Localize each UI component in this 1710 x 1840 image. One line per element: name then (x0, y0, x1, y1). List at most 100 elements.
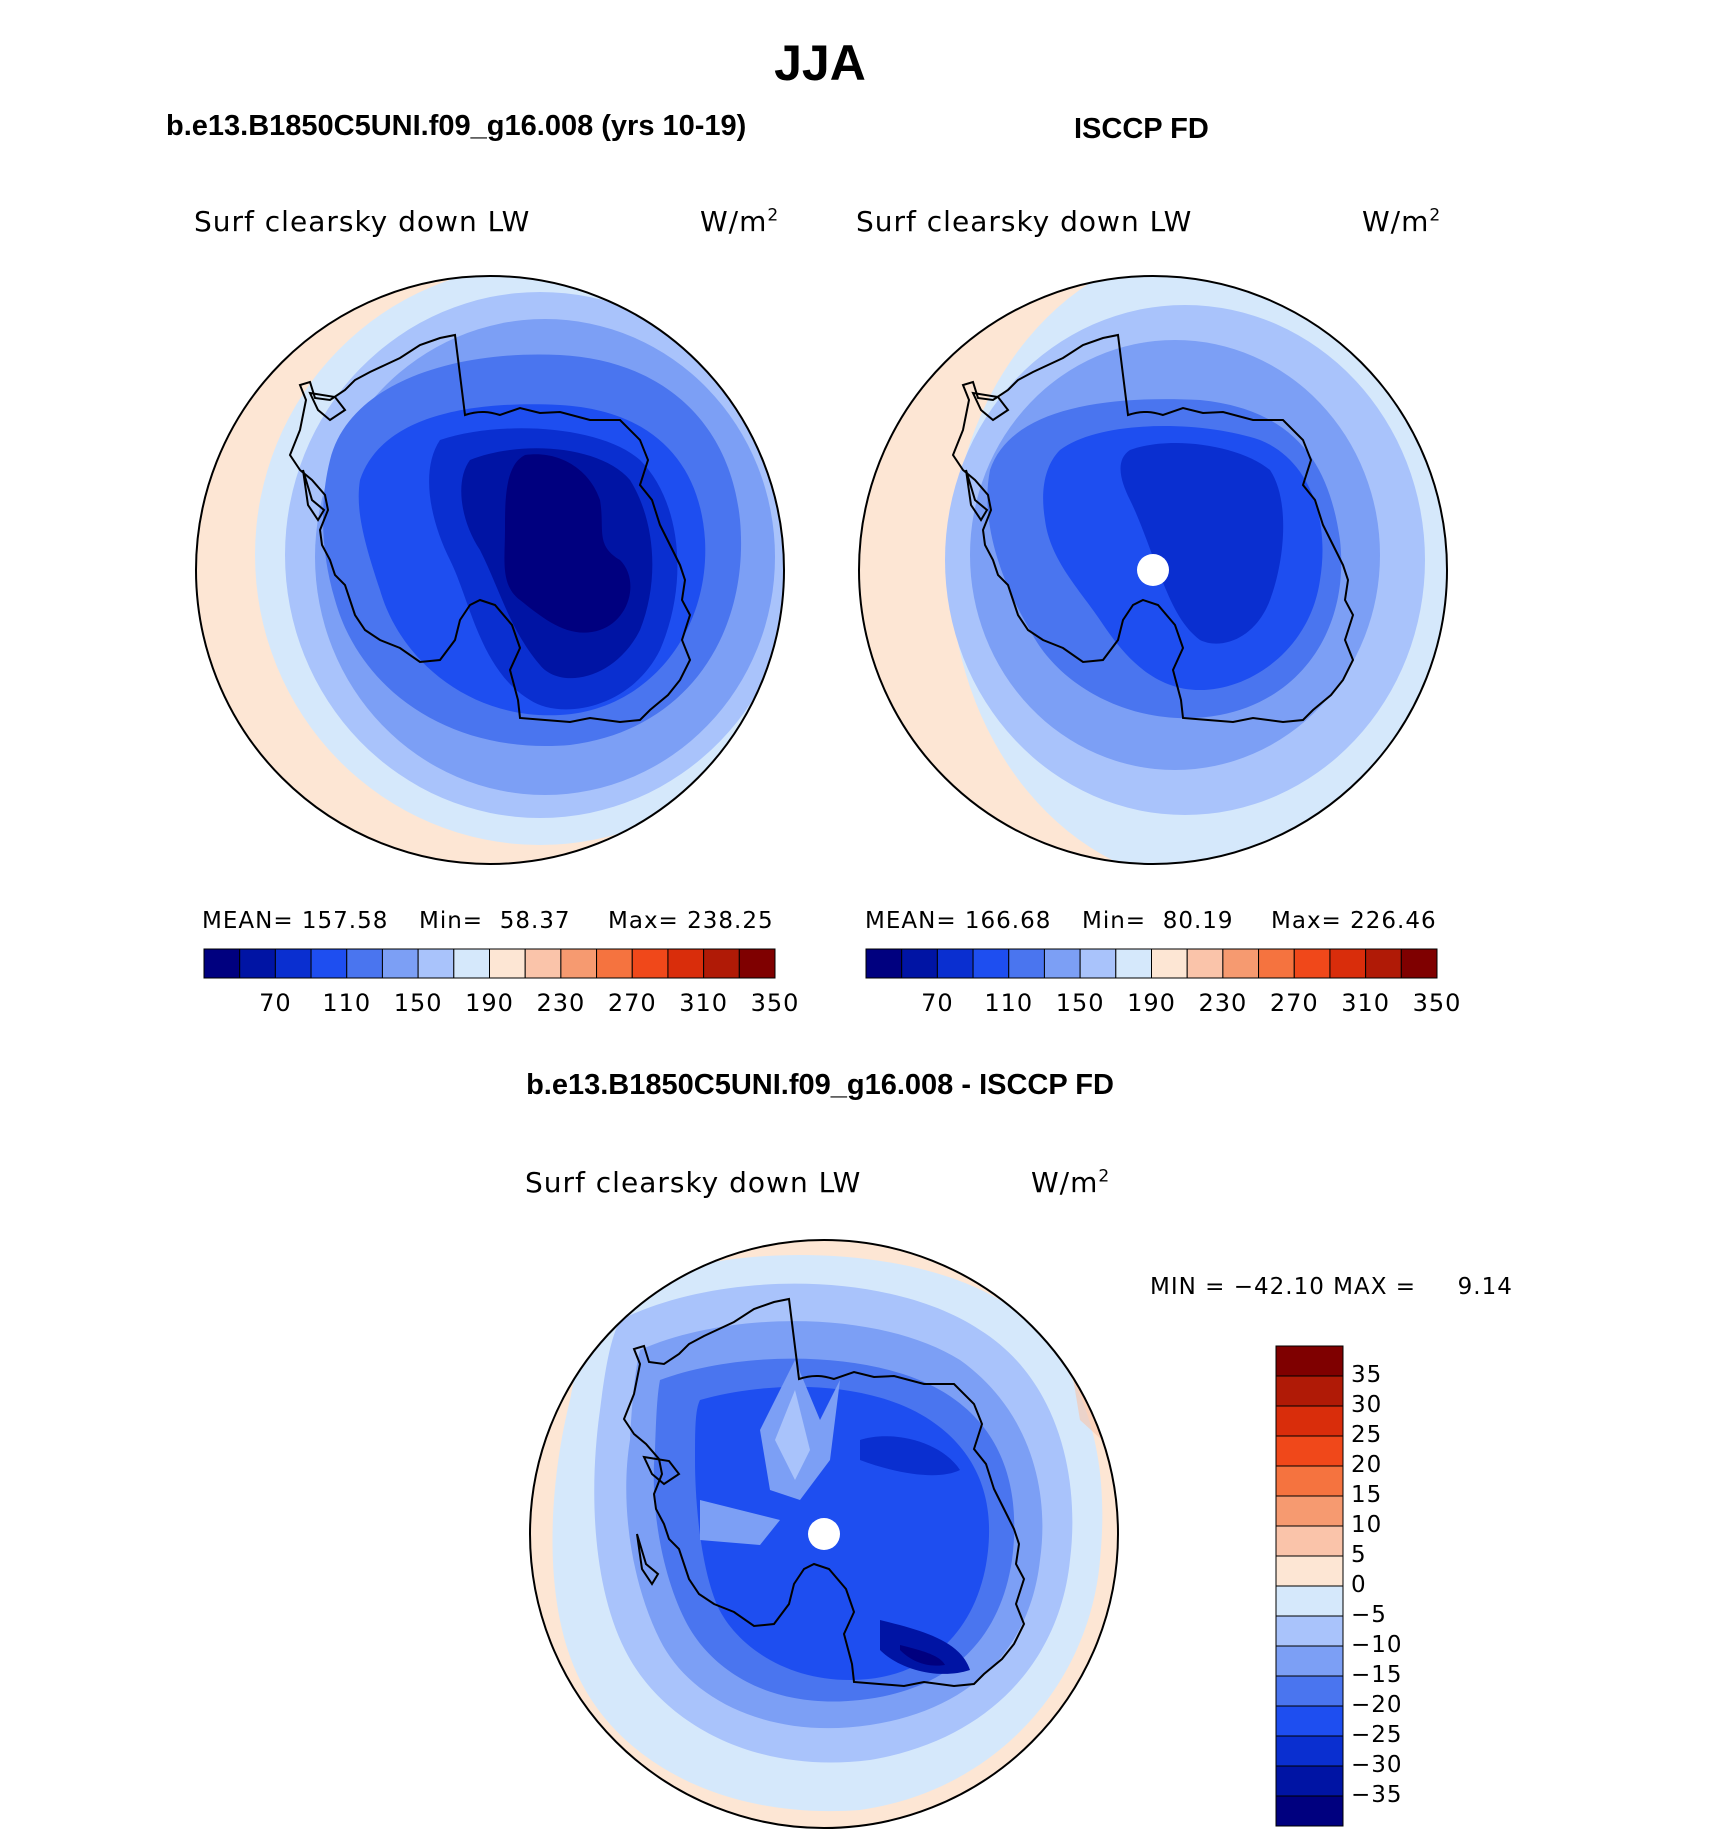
colorbar-diff-tick-label: 35 (1351, 1362, 1383, 1388)
colorbar-model-tick-label: 190 (465, 989, 514, 1017)
units-label-diff: W/m2 (1031, 1166, 1111, 1199)
colorbar-model-swatch (310, 948, 348, 979)
colorbar-obs-swatch (1151, 948, 1188, 979)
colorbar-model-swatch (346, 948, 383, 979)
coastline-diff (622, 1297, 1026, 1688)
colorbar-diff-swatch (1275, 1705, 1344, 1737)
colorbar-diff-tick-label: −25 (1351, 1722, 1403, 1748)
colorbar-diff-swatch (1275, 1675, 1344, 1707)
colorbar-obs-swatch (1079, 948, 1117, 979)
colorbar-obs-tick-label: 110 (984, 989, 1034, 1017)
colorbar-obs-swatch (1400, 948, 1438, 979)
colorbar-obs-tick-label: 230 (1198, 989, 1248, 1017)
colorbar-obs-swatch (1365, 948, 1402, 979)
colorbar-model-swatch (381, 948, 419, 979)
colorbar-model-swatch (489, 948, 526, 979)
colorbar-model-tick-label: 110 (322, 989, 372, 1017)
map-border-model (195, 275, 785, 865)
colorbar-obs-tick-label: 350 (1412, 989, 1462, 1017)
figure-title: JJA (774, 35, 866, 91)
colorbar-diff-tick-label: 0 (1351, 1572, 1367, 1598)
max-stat-model: Max= 238.25 (608, 908, 774, 934)
colorbar-diff-tick-label: −10 (1351, 1632, 1403, 1658)
colorbar-obs-swatch (1222, 948, 1260, 979)
colorbar-model-swatch (524, 948, 562, 979)
colorbar-diff-tick-label: −35 (1351, 1782, 1403, 1808)
variable-label-diff: Surf clearsky down LW (525, 1166, 862, 1199)
panel-title-diff: b.e13.B1850C5UNI.f09_g16.008 - ISCCP FD (526, 1069, 1114, 1101)
colorbar-model-tick-label: 70 (259, 989, 292, 1017)
mean-stat-obs: MEAN= 166.68 (865, 908, 1052, 934)
colorbar-diff-tick-label: −15 (1351, 1662, 1403, 1688)
colorbar-diff-tick-label: 15 (1351, 1482, 1383, 1508)
colorbar-diff-swatch (1275, 1345, 1344, 1377)
coastline-model (288, 333, 692, 724)
mean-stat-model: MEAN= 157.58 (202, 908, 389, 934)
colorbar-diff-swatch (1275, 1555, 1344, 1587)
map-model (196, 276, 784, 864)
colorbar-diff-swatch (1275, 1465, 1344, 1497)
map-border-obs (858, 275, 1448, 865)
colorbar-obs-tick-label: 150 (1055, 989, 1105, 1017)
colorbar-diff-tick-label: −20 (1351, 1692, 1403, 1718)
colorbar-model-swatch (703, 948, 740, 979)
pole-hole-diff (808, 1518, 840, 1550)
colorbar-obs-swatch (1115, 948, 1152, 979)
colorbar-model-swatch (560, 948, 598, 979)
colorbar-model-swatch (274, 948, 312, 979)
colorbar-model-swatch (239, 948, 276, 979)
colorbar-diff-tick-label: 25 (1351, 1422, 1383, 1448)
variable-label-model: Surf clearsky down LW (194, 205, 531, 238)
colorbar-model-swatch (417, 948, 455, 979)
colorbar-diff-swatch (1275, 1435, 1344, 1467)
colorbar-obs-tick-label: 310 (1341, 989, 1391, 1017)
pole-hole-obs (1137, 554, 1169, 586)
map-border-diff (529, 1239, 1119, 1829)
colorbar-diff (1275, 1345, 1344, 1827)
minmax-stat-diff: MIN = −42.10 MAX = 9.14 (1150, 1274, 1513, 1300)
variable-label-obs: Surf clearsky down LW (856, 205, 1193, 238)
colorbar-diff-tick-label: 30 (1351, 1392, 1383, 1418)
colorbar-model-swatch (738, 948, 776, 979)
colorbar-obs-swatch (972, 948, 1010, 979)
colorbar-obs-swatch (1008, 948, 1045, 979)
colorbar-diff-swatch (1275, 1735, 1344, 1767)
colorbar-diff-swatch (1275, 1495, 1344, 1527)
colorbar-model-tick-label: 230 (536, 989, 586, 1017)
colorbar-diff-tick-label: −5 (1351, 1602, 1387, 1628)
colorbar-model-tick-label: 310 (679, 989, 729, 1017)
panel-title-model: b.e13.B1850C5UNI.f09_g16.008 (yrs 10-19) (166, 110, 747, 142)
colorbar-diff-swatch (1275, 1405, 1344, 1437)
colorbar-obs-tick-label: 70 (921, 989, 954, 1017)
colorbar-obs-tick-label: 190 (1127, 989, 1176, 1017)
colorbar-model-tick-label: 350 (750, 989, 800, 1017)
colorbar-obs-swatch (865, 948, 903, 979)
colorbar-obs-swatch (901, 948, 938, 979)
colorbar-obs (865, 948, 1438, 979)
colorbar-diff-tick-label: −30 (1351, 1752, 1403, 1778)
colorbar-model-swatch (667, 948, 705, 979)
min-stat-model: Min= 58.37 (419, 908, 571, 934)
colorbar-diff-tick-label: 5 (1351, 1542, 1367, 1568)
colorbar-model-tick-label: 270 (607, 989, 657, 1017)
colorbar-model (203, 948, 776, 979)
colorbar-model-swatch (631, 948, 669, 979)
colorbar-diff-swatch (1275, 1615, 1344, 1647)
colorbar-diff-tick-label: 10 (1351, 1512, 1383, 1538)
units-label-obs: W/m2 (1362, 205, 1442, 238)
colorbar-diff-swatch (1275, 1795, 1344, 1827)
colorbar-diff-tick-label: 20 (1351, 1452, 1383, 1478)
colorbar-diff-swatch (1275, 1375, 1344, 1407)
colorbar-obs-swatch (1329, 948, 1367, 979)
colorbar-obs-swatch (1186, 948, 1224, 979)
colorbar-model-swatch (453, 948, 490, 979)
colorbar-model-swatch (596, 948, 633, 979)
colorbar-diff-swatch (1275, 1765, 1344, 1797)
colorbar-obs-swatch (936, 948, 974, 979)
min-stat-obs: Min= 80.19 (1082, 908, 1234, 934)
max-stat-obs: Max= 226.46 (1271, 908, 1437, 934)
units-label-model: W/m2 (700, 205, 780, 238)
colorbar-model-swatch (203, 948, 241, 979)
colorbar-diff-swatch (1275, 1525, 1344, 1557)
colorbar-obs-swatch (1043, 948, 1081, 979)
